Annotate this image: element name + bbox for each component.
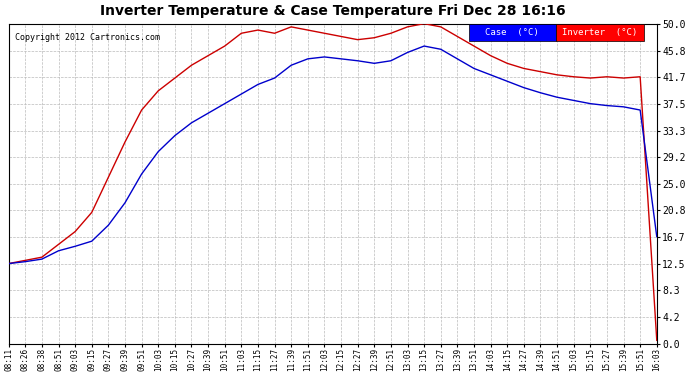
Text: Case  (°C): Case (°C) <box>485 28 539 37</box>
Text: Inverter  (°C): Inverter (°C) <box>562 28 638 37</box>
Title: Inverter Temperature & Case Temperature Fri Dec 28 16:16: Inverter Temperature & Case Temperature … <box>100 4 566 18</box>
FancyBboxPatch shape <box>469 24 556 41</box>
Text: Copyright 2012 Cartronics.com: Copyright 2012 Cartronics.com <box>15 33 160 42</box>
FancyBboxPatch shape <box>556 24 644 41</box>
